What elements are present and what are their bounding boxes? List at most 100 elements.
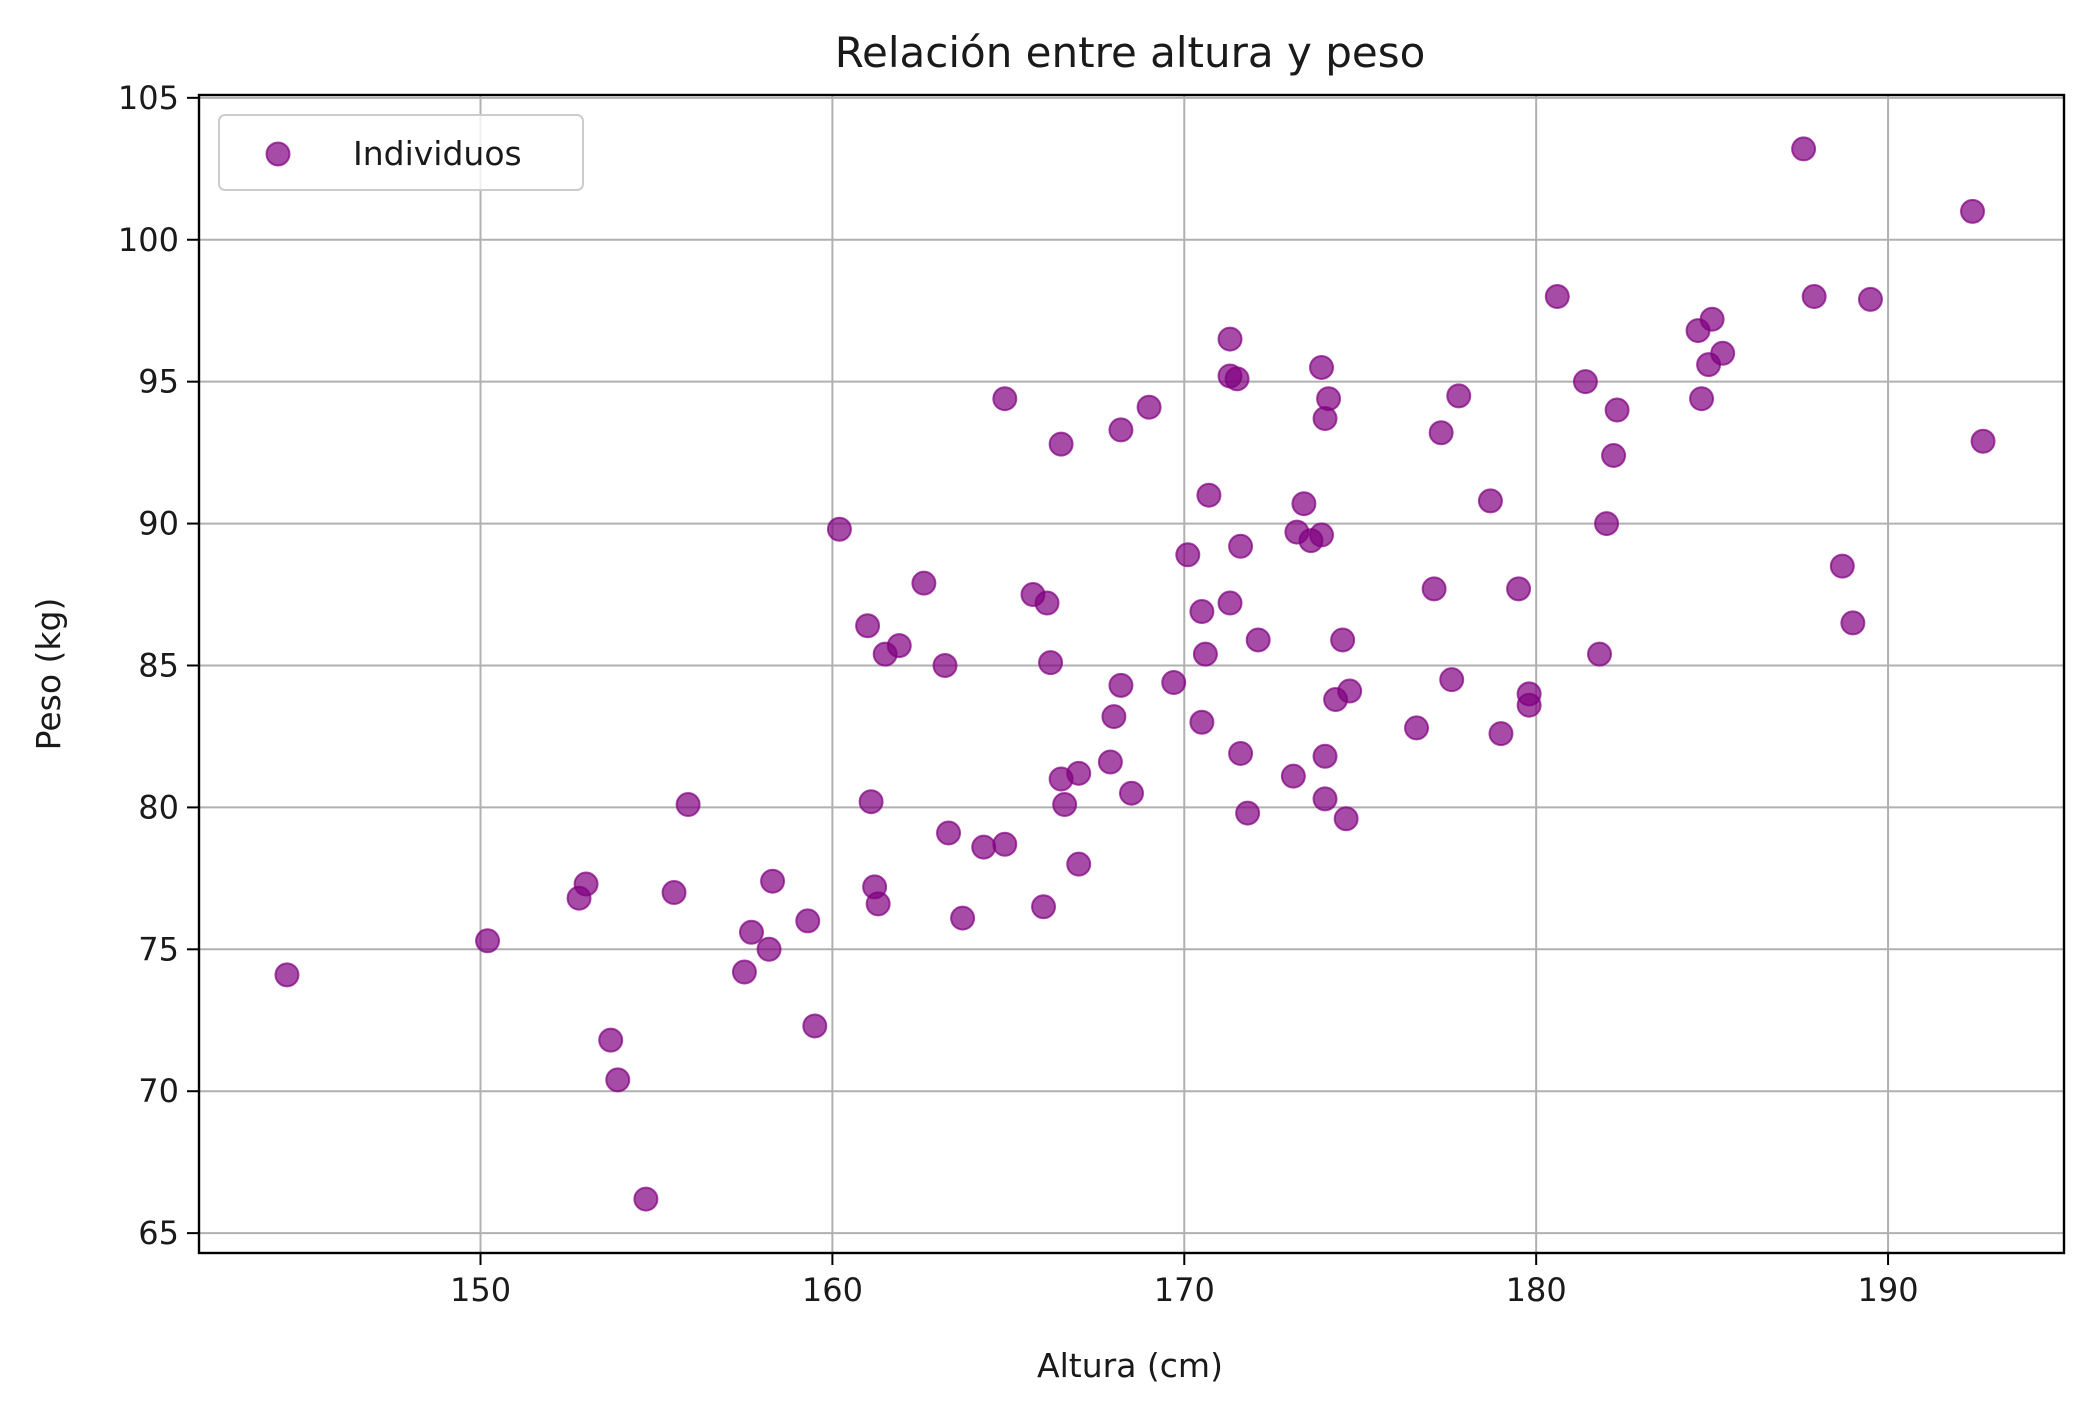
data-point-0-27	[992, 831, 1018, 857]
data-point-0-10	[738, 919, 764, 945]
data-point-0-41	[1108, 417, 1134, 443]
y-tick-label-90: 90	[138, 505, 179, 543]
data-point-0-40	[1108, 672, 1134, 698]
data-point-0-62	[1309, 522, 1335, 548]
data-point-0-96	[1840, 610, 1866, 636]
data-point-0-31	[1034, 590, 1060, 616]
data-point-0-69	[1330, 627, 1356, 653]
data-point-0-95	[1829, 553, 1855, 579]
data-point-0-71	[1337, 678, 1363, 704]
data-point-0-22	[911, 570, 937, 596]
data-point-0-1	[475, 928, 501, 954]
data-point-0-45	[1175, 542, 1201, 568]
data-point-0-97	[1857, 286, 1883, 312]
data-point-0-19	[865, 891, 891, 917]
data-point-0-26	[971, 834, 997, 860]
y-tick-label-65: 65	[138, 1214, 179, 1252]
data-point-0-14	[802, 1013, 828, 1039]
y-tick-label-80: 80	[138, 788, 179, 826]
data-points	[274, 136, 1996, 1212]
data-point-0-11	[756, 936, 782, 962]
data-point-0-7	[661, 880, 687, 906]
legend-label: Individuos	[353, 134, 522, 173]
data-point-0-76	[1446, 383, 1472, 409]
data-point-0-72	[1404, 715, 1430, 741]
data-point-0-17	[858, 789, 884, 815]
data-point-0-33	[1048, 431, 1074, 457]
data-point-0-36	[1066, 760, 1092, 786]
data-point-0-47	[1189, 599, 1215, 625]
data-point-0-84	[1587, 641, 1613, 667]
data-point-0-55	[1228, 740, 1254, 766]
data-point-0-70	[1333, 806, 1359, 832]
data-point-0-25	[950, 905, 976, 931]
data-point-0-87	[1604, 397, 1630, 423]
data-point-0-75	[1439, 667, 1465, 693]
data-point-0-21	[886, 633, 912, 659]
data-point-0-74	[1428, 420, 1454, 446]
data-point-0-99	[1970, 428, 1996, 454]
data-point-0-13	[795, 908, 821, 934]
x-axis-label: Altura (cm)	[1037, 1346, 1223, 1385]
data-point-0-32	[1038, 650, 1064, 676]
data-point-0-94	[1801, 284, 1827, 310]
y-tick-label-75: 75	[138, 930, 179, 968]
data-point-0-83	[1572, 369, 1598, 395]
data-point-0-44	[1161, 670, 1187, 696]
data-point-0-79	[1506, 576, 1532, 602]
data-point-0-16	[855, 613, 881, 639]
data-point-0-98	[1960, 198, 1986, 224]
y-tick-label-100: 100	[118, 221, 179, 259]
legend[interactable]: Individuos	[218, 114, 584, 191]
data-point-0-8	[675, 792, 701, 818]
data-point-0-39	[1101, 704, 1127, 730]
data-point-0-92	[1710, 340, 1736, 366]
x-tick-label-180: 180	[1506, 1271, 1567, 1309]
data-point-0-65	[1312, 743, 1338, 769]
data-point-0-28	[992, 386, 1018, 412]
data-point-0-53	[1224, 366, 1250, 392]
data-point-0-89	[1689, 386, 1715, 412]
data-point-0-50	[1217, 326, 1243, 352]
data-point-0-78	[1488, 721, 1514, 747]
data-point-0-57	[1245, 627, 1271, 653]
data-point-0-63	[1309, 354, 1335, 380]
data-point-0-43	[1136, 394, 1162, 420]
data-point-0-42	[1119, 780, 1144, 806]
data-point-0-66	[1312, 786, 1338, 812]
data-point-0-77	[1477, 488, 1503, 514]
data-point-0-85	[1594, 511, 1620, 537]
data-point-0-60	[1291, 491, 1317, 517]
data-point-0-73	[1421, 576, 1447, 602]
data-point-0-4	[598, 1027, 624, 1053]
data-point-0-54	[1228, 533, 1254, 559]
y-axis-label: Peso (kg)	[29, 598, 68, 751]
data-point-0-30	[1031, 894, 1057, 920]
legend-marker	[265, 141, 291, 167]
y-tick-label-105: 105	[118, 79, 179, 117]
data-point-0-56	[1235, 800, 1261, 826]
data-point-0-81	[1516, 692, 1542, 718]
data-point-0-0	[274, 962, 300, 988]
data-point-0-23	[932, 652, 958, 678]
x-tick-label-190: 190	[1858, 1271, 1919, 1309]
data-point-0-91	[1699, 306, 1725, 332]
axes-frame	[197, 93, 2066, 1255]
y-tick-label-95: 95	[138, 363, 179, 401]
data-point-0-5	[605, 1067, 631, 1093]
x-tick-label-170: 170	[1154, 1271, 1215, 1309]
data-point-0-93	[1791, 136, 1817, 162]
data-point-0-38	[1097, 749, 1123, 775]
data-point-0-82	[1544, 284, 1570, 310]
data-point-0-6	[633, 1186, 659, 1212]
data-point-0-3	[573, 871, 599, 897]
data-point-0-15	[826, 516, 852, 542]
y-tick-label-70: 70	[138, 1072, 179, 1110]
data-point-0-46	[1189, 709, 1215, 735]
data-point-0-12	[760, 868, 786, 894]
x-tick-label-160: 160	[802, 1271, 863, 1309]
data-point-0-52	[1217, 590, 1243, 616]
axis-ticks: 150 160 170 180 190 65 70 75 80 85 90 95 100 105	[118, 79, 1919, 1309]
